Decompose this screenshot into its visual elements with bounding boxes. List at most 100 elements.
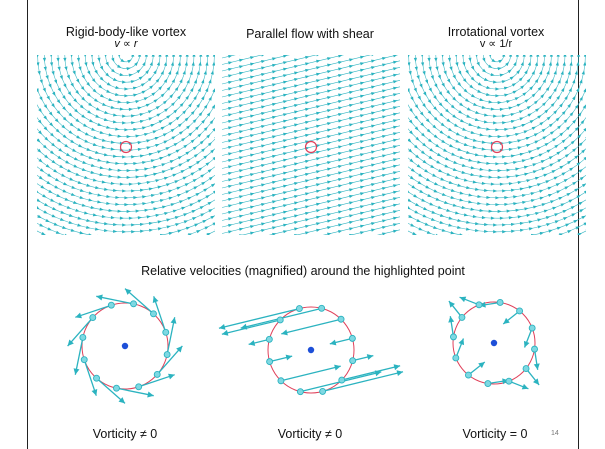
- flow-arrowhead: [213, 190, 215, 194]
- flow-arrowhead: [448, 223, 453, 227]
- flow-arrowhead: [570, 206, 576, 210]
- flow-arrowhead: [112, 120, 118, 124]
- flow-arrowhead: [128, 107, 134, 111]
- flow-arrowhead: [470, 21, 474, 25]
- flow-arrowhead: [360, 62, 365, 66]
- flow-arrowhead: [382, 102, 387, 106]
- flow-arrowhead: [171, 43, 174, 47]
- flow-arrowhead: [55, 230, 61, 234]
- flow-arrowhead: [446, 172, 451, 176]
- flow-arrowhead: [49, 122, 54, 127]
- flow-arrowhead: [305, 140, 310, 144]
- flow-arrowhead: [74, 35, 77, 39]
- flow-arrowhead: [316, 85, 321, 89]
- flow-arrowhead: [441, 139, 446, 144]
- flow-arrowhead: [493, 230, 498, 234]
- flow-arrowhead: [147, 250, 151, 253]
- flow-arrowhead: [166, 218, 171, 222]
- flow-arrowhead: [542, 102, 547, 107]
- flow-arrowhead: [25, 9, 28, 13]
- flow-arrowhead: [382, 37, 386, 40]
- flow-arrowhead: [339, 17, 342, 21]
- flow-arrowhead: [272, 219, 277, 223]
- flow-arrowhead: [237, 26, 240, 30]
- flow-arrowhead: [159, 156, 164, 160]
- flow-arrowhead: [97, 158, 102, 162]
- flow-arrowhead: [283, 126, 288, 130]
- flow-arrowhead: [139, 222, 145, 227]
- flow-arrowhead: [284, 155, 288, 159]
- flow-arrowhead: [561, 110, 566, 115]
- flow-arrowhead: [4, 31, 7, 35]
- flow-arrowhead: [168, 121, 173, 126]
- flow-arrowhead: [313, 26, 316, 30]
- flow-arrowhead: [563, 178, 569, 183]
- flow-arrowhead: [81, 19, 85, 23]
- flow-arrowhead: [258, 26, 261, 30]
- flow-arrowhead: [233, 43, 236, 47]
- flow-arrowhead: [156, 255, 160, 258]
- flow-arrowhead: [382, 160, 387, 165]
- flow-arrowhead: [523, 165, 529, 169]
- flow-arrowhead: [206, 18, 209, 22]
- flow-arrowhead: [63, 10, 67, 14]
- flow-arrowhead: [552, 137, 557, 142]
- flow-arrowhead: [387, 13, 390, 17]
- flow-arrowhead: [591, 105, 594, 109]
- flow-arrowhead: [42, 194, 47, 198]
- flow-arrowhead: [124, 196, 129, 200]
- flow-arrowhead: [539, 196, 544, 200]
- flow-arrowhead: [327, 128, 332, 132]
- flow-arrowhead: [245, 243, 249, 247]
- flow-arrowhead: [439, 130, 444, 135]
- flow-arrowhead: [39, 168, 45, 173]
- flow-arrowhead: [452, 74, 456, 80]
- flow-arrowhead: [348, 35, 351, 39]
- flow-arrowhead: [7, 22, 10, 26]
- flow-arrowhead: [497, 40, 501, 43]
- flow-arrowhead: [86, 82, 91, 87]
- flow-arrowhead: [396, 31, 399, 35]
- flow-arrowhead: [188, 132, 193, 137]
- flow-arrowhead: [155, 105, 161, 110]
- flow-arrowhead: [446, 78, 451, 84]
- flow-arrowhead: [272, 122, 277, 126]
- flow-arrowhead: [580, 26, 583, 30]
- flow-arrowhead: [209, 26, 212, 30]
- flow-arrowhead: [393, 216, 398, 220]
- flow-arrowhead: [327, 25, 330, 29]
- flow-arrowhead: [527, 28, 531, 32]
- flow-arrowhead: [25, 165, 29, 169]
- flow-arrowhead: [371, 34, 375, 37]
- flow-arrowhead: [162, 35, 165, 39]
- flow-arrowhead: [294, 71, 299, 75]
- flow-arrowhead: [0, 110, 3, 114]
- flow-arrowhead: [316, 228, 321, 232]
- flow-arrowhead: [111, 57, 115, 63]
- flow-arrowhead: [148, 0, 152, 1]
- flow-arrowhead: [542, 43, 545, 47]
- flow-arrowhead: [220, 52, 223, 56]
- flow-arrowhead: [371, 40, 375, 43]
- flow-arrowhead: [19, 129, 23, 133]
- flow-arrowhead: [267, 43, 270, 47]
- flow-arrowhead: [316, 118, 321, 122]
- streamline-ring: [476, 55, 518, 76]
- flow-arrowhead: [477, 194, 482, 199]
- flow-arrowhead: [31, 171, 35, 175]
- flow-arrowhead: [531, 70, 535, 75]
- flow-arrowhead: [318, 88, 321, 92]
- flow-arrowhead: [98, 49, 101, 53]
- flow-arrowhead: [536, 27, 540, 31]
- flow-arrowhead: [243, 79, 246, 83]
- flow-arrowhead: [353, 53, 356, 57]
- flow-arrowhead: [294, 182, 299, 186]
- flow-arrowhead: [525, 136, 531, 140]
- flow-arrowhead: [63, 0, 67, 3]
- flow-arrowhead: [481, 105, 487, 109]
- flow-arrowhead: [261, 274, 265, 277]
- flow-arrowhead: [294, 46, 298, 49]
- flow-arrowhead: [197, 87, 201, 92]
- flow-arrowhead: [488, 175, 493, 179]
- flow-arrowhead: [178, 44, 181, 48]
